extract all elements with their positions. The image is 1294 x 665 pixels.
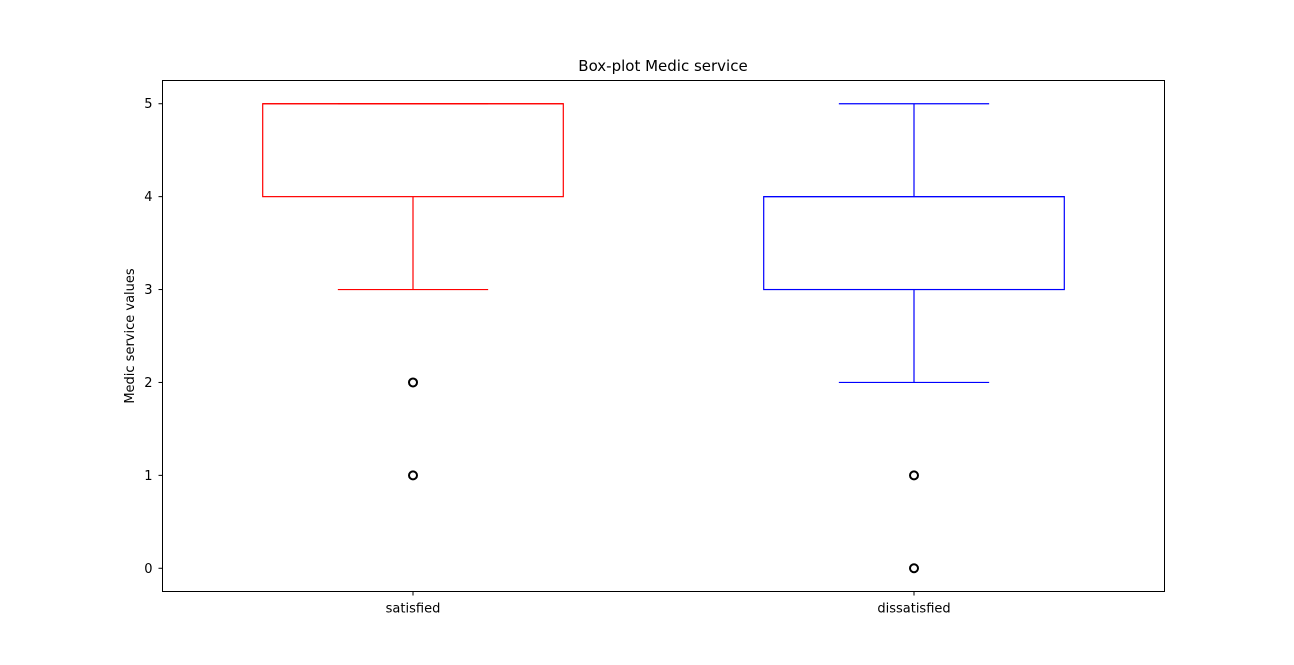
- y-tick-label: 1: [144, 469, 152, 484]
- x-tick-label-satisfied: satisfied: [386, 602, 441, 617]
- y-tick-label: 3: [144, 283, 152, 298]
- y-tick-label: 4: [144, 190, 152, 205]
- plot-frame: [162, 80, 1165, 592]
- x-tick-label-dissatisfied: dissatisfied: [877, 602, 950, 617]
- chart-title: Box-plot Medic service: [578, 57, 747, 75]
- y-tick-label: 0: [144, 562, 152, 577]
- y-tick-label: 2: [144, 376, 152, 391]
- axes: 0 1 2 3 4 5 satisfied dissatisfied: [144, 97, 950, 616]
- outlier-point: [909, 470, 919, 481]
- box-dissatisfied: [763, 103, 1065, 574]
- outlier-point: [408, 377, 418, 388]
- outlier-point: [408, 470, 418, 481]
- y-axis-label: Medic service values: [123, 268, 138, 404]
- y-tick-label: 5: [144, 97, 152, 112]
- box-satisfied: [262, 103, 564, 481]
- outlier-point: [909, 563, 919, 574]
- plot-area: [262, 103, 1065, 574]
